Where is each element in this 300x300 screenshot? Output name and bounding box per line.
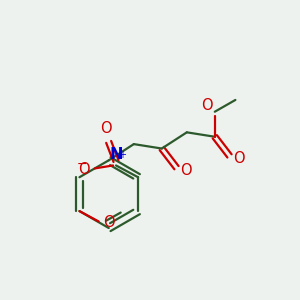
Text: O: O xyxy=(100,121,112,136)
Text: O: O xyxy=(180,163,192,178)
Text: O: O xyxy=(233,151,245,166)
Text: N: N xyxy=(109,147,123,162)
Text: −: − xyxy=(76,158,87,170)
Text: +: + xyxy=(118,150,127,160)
Text: O: O xyxy=(78,162,89,177)
Text: O: O xyxy=(103,215,115,230)
Text: O: O xyxy=(202,98,213,112)
